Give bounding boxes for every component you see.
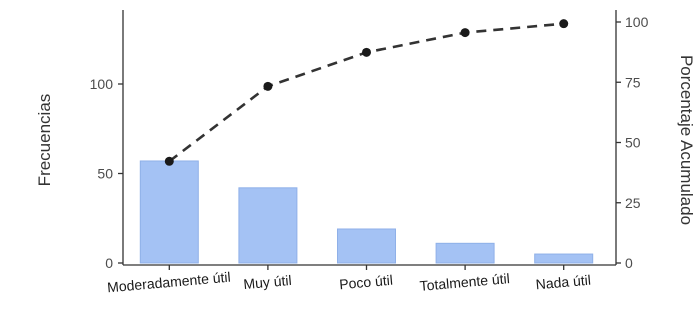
cumulative-point-0 xyxy=(164,156,174,166)
bar-0 xyxy=(139,160,199,264)
bar-3 xyxy=(435,242,495,264)
y2-tick-label-1: 25 xyxy=(625,195,641,211)
y2-tick-label-3: 75 xyxy=(625,74,641,90)
x-tick-label-3: Totalmente útil xyxy=(419,270,510,294)
bar-2 xyxy=(337,228,396,264)
y2-axis-title: Porcentaje Acumulado xyxy=(677,55,696,225)
bars-layer xyxy=(139,160,594,264)
y2-tick-label-2: 50 xyxy=(625,135,641,151)
x-tick-label-2: Poco útil xyxy=(339,272,394,293)
cumulative-line-layer xyxy=(164,19,569,166)
y2-tick-label-4: 100 xyxy=(625,14,649,30)
cumulative-point-4 xyxy=(559,19,569,29)
y-tick-label-1: 50 xyxy=(97,166,113,182)
cumulative-point-1 xyxy=(263,81,273,91)
y2-tick-label-0: 0 xyxy=(625,255,633,271)
cumulative-point-3 xyxy=(460,28,470,38)
cumulative-line xyxy=(168,22,564,163)
x-tick-label-4: Nada útil xyxy=(535,272,591,293)
y-tick-label-2: 100 xyxy=(90,76,114,92)
bar-1 xyxy=(238,187,298,264)
y-axis-title: Frecuencias xyxy=(35,94,54,187)
x-tick-label-1: Muy útil xyxy=(243,272,292,292)
x-tick-label-0: Moderadamente útil xyxy=(107,269,232,296)
cumulative-point-2 xyxy=(362,47,371,57)
y-tick-label-0: 0 xyxy=(105,255,113,271)
bar-4 xyxy=(534,253,594,264)
